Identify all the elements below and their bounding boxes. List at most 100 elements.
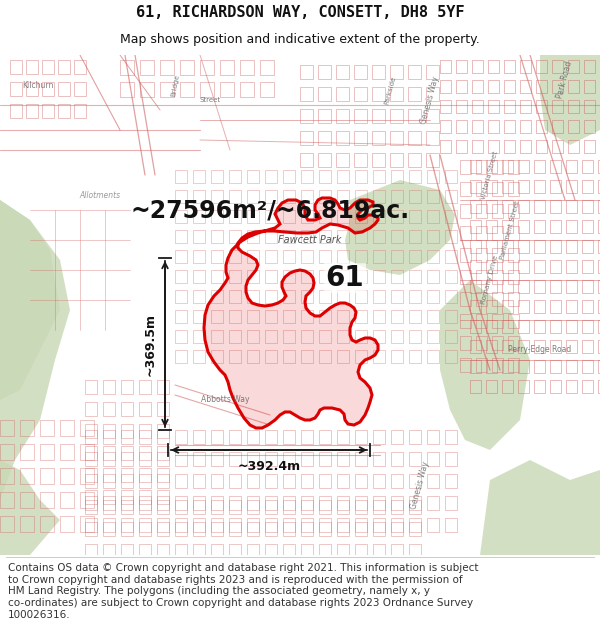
Bar [265, 518, 277, 532]
Bar [508, 160, 519, 174]
Bar [337, 496, 349, 510]
Bar [260, 82, 274, 97]
Bar [534, 180, 545, 193]
Bar [85, 430, 97, 444]
Bar [139, 468, 151, 482]
Bar [566, 340, 577, 353]
Bar [470, 320, 481, 333]
Bar [283, 350, 295, 363]
Bar [60, 420, 74, 436]
Bar [502, 180, 513, 193]
Bar [193, 430, 205, 444]
Bar [534, 360, 545, 373]
Text: ~27596m²/~6.819ac.: ~27596m²/~6.819ac. [130, 198, 410, 222]
Bar [103, 424, 115, 438]
Text: Contains OS data © Crown copyright and database right 2021. This information is : Contains OS data © Crown copyright and d… [8, 563, 478, 573]
Bar [139, 380, 151, 394]
Bar [536, 140, 547, 153]
Bar [229, 496, 241, 510]
Bar [157, 468, 169, 482]
Bar [193, 496, 205, 510]
Bar [247, 170, 259, 183]
Bar [598, 280, 600, 293]
Bar [502, 220, 513, 233]
Bar [460, 248, 471, 262]
Text: Romany Drive: Romany Drive [481, 255, 499, 305]
Bar [518, 280, 529, 293]
Bar [265, 544, 277, 558]
Bar [355, 430, 367, 444]
Bar [120, 60, 134, 75]
Bar [584, 100, 595, 113]
Bar [456, 100, 467, 113]
Bar [598, 360, 600, 373]
Bar [211, 452, 223, 466]
Bar [584, 60, 595, 73]
Bar [508, 358, 519, 372]
Bar [476, 358, 487, 372]
Bar [283, 544, 295, 558]
Bar [220, 82, 234, 97]
Bar [193, 522, 205, 536]
Bar [391, 310, 403, 323]
Bar [460, 336, 471, 350]
Bar [157, 446, 169, 460]
Bar [193, 310, 205, 323]
Bar [157, 518, 169, 532]
Bar [283, 170, 295, 183]
Bar [211, 190, 223, 203]
Bar [85, 380, 97, 394]
Bar [373, 544, 385, 558]
Bar [550, 300, 561, 313]
Bar [492, 226, 503, 240]
Bar [247, 430, 259, 444]
Bar [337, 522, 349, 536]
Bar [355, 250, 367, 263]
Text: 61, RICHARDSON WAY, CONSETT, DH8 5YF: 61, RICHARDSON WAY, CONSETT, DH8 5YF [136, 4, 464, 19]
Bar [175, 350, 187, 363]
Bar [283, 518, 295, 532]
Bar [470, 260, 481, 273]
Bar [80, 468, 94, 484]
Bar [552, 100, 563, 113]
Bar [492, 314, 503, 328]
Bar [229, 290, 241, 303]
Bar [355, 350, 367, 363]
Bar [193, 544, 205, 558]
Bar [160, 82, 174, 97]
Polygon shape [345, 180, 455, 275]
Bar [336, 131, 349, 145]
Bar [508, 292, 519, 306]
Bar [240, 82, 254, 97]
Bar [139, 490, 151, 504]
Bar [336, 153, 349, 167]
Bar [103, 446, 115, 460]
Bar [139, 446, 151, 460]
Bar [391, 430, 403, 444]
Bar [211, 522, 223, 536]
Bar [85, 474, 97, 488]
Bar [373, 230, 385, 243]
Bar [193, 330, 205, 343]
Bar [337, 190, 349, 203]
Bar [337, 452, 349, 466]
Bar [476, 314, 487, 328]
Bar [440, 60, 451, 73]
Bar [568, 140, 579, 153]
Polygon shape [480, 460, 600, 555]
Bar [409, 170, 421, 183]
Bar [175, 522, 187, 536]
Bar [355, 170, 367, 183]
Bar [582, 200, 593, 213]
Bar [211, 544, 223, 558]
Bar [460, 292, 471, 306]
Bar [502, 300, 513, 313]
Bar [139, 474, 151, 488]
Bar [300, 153, 313, 167]
Bar [440, 120, 451, 133]
Bar [265, 250, 277, 263]
Bar [391, 210, 403, 223]
Bar [373, 496, 385, 510]
Bar [390, 87, 403, 101]
Bar [229, 518, 241, 532]
